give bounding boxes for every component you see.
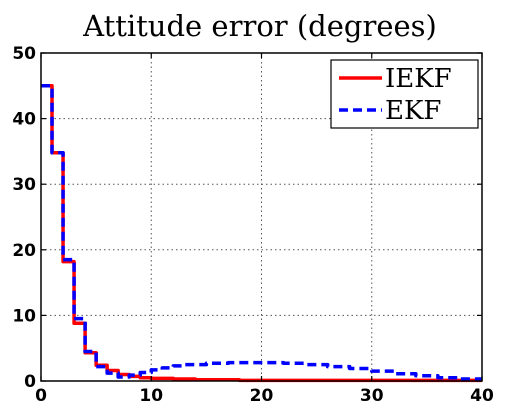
x-tick-label: 40 [470,386,494,406]
x-tick-label: 0 [35,386,47,406]
tick-labels: 0 10 20 30 40 0 10 20 30 40 50 [12,44,494,406]
x-tick-label: 20 [250,386,274,406]
y-tick-label: 40 [12,110,36,130]
series-group [41,84,482,383]
y-tick-label: 30 [12,175,36,195]
x-tick-label: 30 [360,386,384,406]
x-tick-label: 10 [139,386,163,406]
tick-marks [40,52,483,382]
legend-label-ekf: EKF [385,96,441,126]
legend-label-iekf: IEKF [385,64,452,94]
y-tick-label: 50 [12,44,36,64]
y-tick-label: 10 [12,306,36,326]
chart-title: Attitude error (degrees) [82,9,437,43]
y-tick-label: 20 [12,241,36,261]
legend: IEKF EKF [330,59,479,129]
legend-box [330,59,479,129]
y-tick-label: 0 [24,372,36,392]
series-line-ekf [41,84,482,381]
